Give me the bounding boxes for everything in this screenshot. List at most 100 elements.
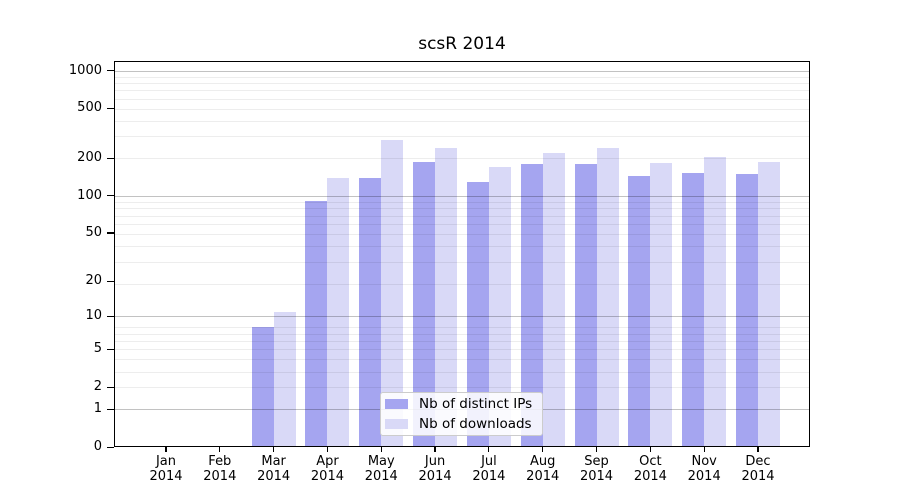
y-tick-mark bbox=[107, 315, 114, 318]
x-tick-year: 2014 bbox=[579, 468, 614, 484]
bar-downloads-dec bbox=[758, 162, 780, 446]
x-tick-mark bbox=[488, 447, 490, 452]
y-tick-label: 10 bbox=[85, 308, 102, 324]
gridline-minor bbox=[115, 261, 809, 263]
y-tick-mark bbox=[107, 408, 114, 410]
bar-downloads-apr bbox=[327, 177, 350, 446]
x-tick-mark bbox=[434, 447, 436, 452]
y-tick-mark bbox=[107, 348, 114, 351]
y-tick-label: 20 bbox=[85, 273, 102, 289]
gridline-minor bbox=[115, 327, 809, 329]
legend: Nb of distinct IPs Nb of downloads bbox=[380, 392, 543, 436]
x-tick-month: Nov bbox=[691, 454, 717, 469]
x-tick-month: Sep bbox=[584, 454, 609, 469]
legend-swatch-downloads bbox=[385, 419, 408, 429]
bar-downloads-oct bbox=[650, 163, 673, 446]
x-tick-year: 2014 bbox=[633, 468, 667, 484]
gridline-minor bbox=[115, 233, 809, 235]
bar-distinct-ips-jul bbox=[466, 182, 489, 446]
x-tick-month: Aug bbox=[530, 454, 556, 469]
y-tick-mark bbox=[107, 280, 114, 282]
gridline-minor bbox=[115, 359, 809, 361]
chart-title: scsR 2014 bbox=[418, 34, 506, 54]
x-tick-month: Dec bbox=[745, 454, 771, 469]
y-tick-mark bbox=[107, 157, 114, 159]
x-tick-year: 2014 bbox=[364, 468, 398, 484]
gridline-minor bbox=[115, 208, 809, 210]
x-tick-month: Jul bbox=[481, 454, 497, 469]
gridline-minor bbox=[115, 371, 809, 373]
x-tick-month: Mar bbox=[261, 454, 286, 469]
x-tick-month: Apr bbox=[316, 454, 339, 469]
gridline-minor bbox=[115, 83, 809, 84]
gridline-major bbox=[115, 316, 809, 318]
gridline-minor bbox=[115, 224, 809, 226]
y-tick-label: 200 bbox=[77, 150, 102, 166]
gridline-minor bbox=[115, 283, 809, 285]
x-tick-year: 2014 bbox=[203, 468, 237, 484]
bar-distinct-ips-mar bbox=[251, 327, 274, 446]
x-tick-mark bbox=[165, 447, 167, 452]
x-tick-label-aug: Aug 2014 bbox=[516, 454, 570, 484]
x-tick-mark bbox=[273, 447, 275, 452]
gridline-minor bbox=[115, 201, 809, 203]
gridline-minor bbox=[115, 76, 809, 78]
x-tick-label-apr: Apr 2014 bbox=[300, 454, 354, 484]
gridline-minor bbox=[115, 98, 809, 100]
legend-label-downloads: Nb of downloads bbox=[419, 416, 532, 432]
x-tick-year: 2014 bbox=[310, 468, 344, 484]
x-tick-mark bbox=[595, 447, 598, 452]
y-tick-mark bbox=[107, 107, 114, 110]
bar-downloads-nov bbox=[704, 156, 727, 446]
x-tick-year: 2014 bbox=[526, 468, 560, 484]
gridline-minor bbox=[115, 333, 809, 335]
y-tick-label: 50 bbox=[85, 224, 102, 240]
gridline-minor bbox=[115, 387, 809, 389]
x-tick-mark bbox=[380, 447, 382, 452]
bar-downloads-may bbox=[381, 139, 404, 446]
x-tick-label-feb: Feb 2014 bbox=[193, 454, 247, 484]
x-tick-year: 2014 bbox=[687, 468, 721, 484]
bar-downloads-sep bbox=[596, 148, 619, 446]
bar-downloads-jul bbox=[488, 167, 511, 446]
x-tick-label-nov: Nov 2014 bbox=[677, 454, 731, 484]
x-tick-mark bbox=[703, 447, 705, 452]
legend-item-distinct-ips: Nb of distinct IPs bbox=[385, 396, 534, 412]
y-tick-label: 1000 bbox=[68, 62, 102, 78]
bar-distinct-ips-aug bbox=[520, 163, 543, 446]
x-tick-year: 2014 bbox=[149, 468, 183, 484]
gridline-minor bbox=[115, 215, 809, 217]
gridline-minor bbox=[115, 136, 809, 138]
bar-distinct-ips-sep bbox=[574, 163, 597, 446]
gridline-major bbox=[115, 70, 809, 72]
gridline-minor bbox=[115, 158, 809, 160]
y-tick-label: 0 bbox=[93, 439, 102, 454]
x-tick-month: May bbox=[367, 454, 395, 469]
x-tick-label-oct: Oct 2014 bbox=[623, 454, 677, 484]
x-tick-month: Jun bbox=[424, 454, 446, 469]
x-tick-month: Feb bbox=[208, 454, 232, 469]
gridline-minor bbox=[115, 246, 809, 248]
x-tick-mark bbox=[219, 447, 221, 452]
y-tick-label: 500 bbox=[77, 100, 102, 116]
x-tick-month: Jan bbox=[155, 454, 177, 469]
gridline-minor bbox=[115, 90, 809, 92]
legend-label-distinct-ips: Nb of distinct IPs bbox=[419, 396, 533, 412]
x-tick-year: 2014 bbox=[741, 468, 775, 484]
x-tick-label-may: May 2014 bbox=[354, 454, 408, 484]
gridline-minor bbox=[115, 341, 809, 343]
x-tick-label-jul: Jul 2014 bbox=[462, 454, 516, 484]
gridline-minor bbox=[115, 120, 809, 122]
x-tick-label-jan: Jan 2014 bbox=[139, 454, 193, 484]
y-tick-mark bbox=[107, 446, 114, 448]
x-tick-mark bbox=[542, 447, 544, 452]
bar-downloads-aug bbox=[542, 153, 565, 446]
y-tick-mark bbox=[107, 232, 114, 234]
x-tick-year: 2014 bbox=[472, 468, 506, 484]
bar-distinct-ips-nov bbox=[682, 172, 705, 446]
y-tick-label: 2 bbox=[93, 379, 102, 395]
x-tick-label-jun: Jun 2014 bbox=[408, 454, 462, 484]
bar-downloads-mar bbox=[273, 311, 296, 446]
x-tick-mark bbox=[757, 447, 759, 452]
gridline-minor bbox=[115, 349, 809, 351]
